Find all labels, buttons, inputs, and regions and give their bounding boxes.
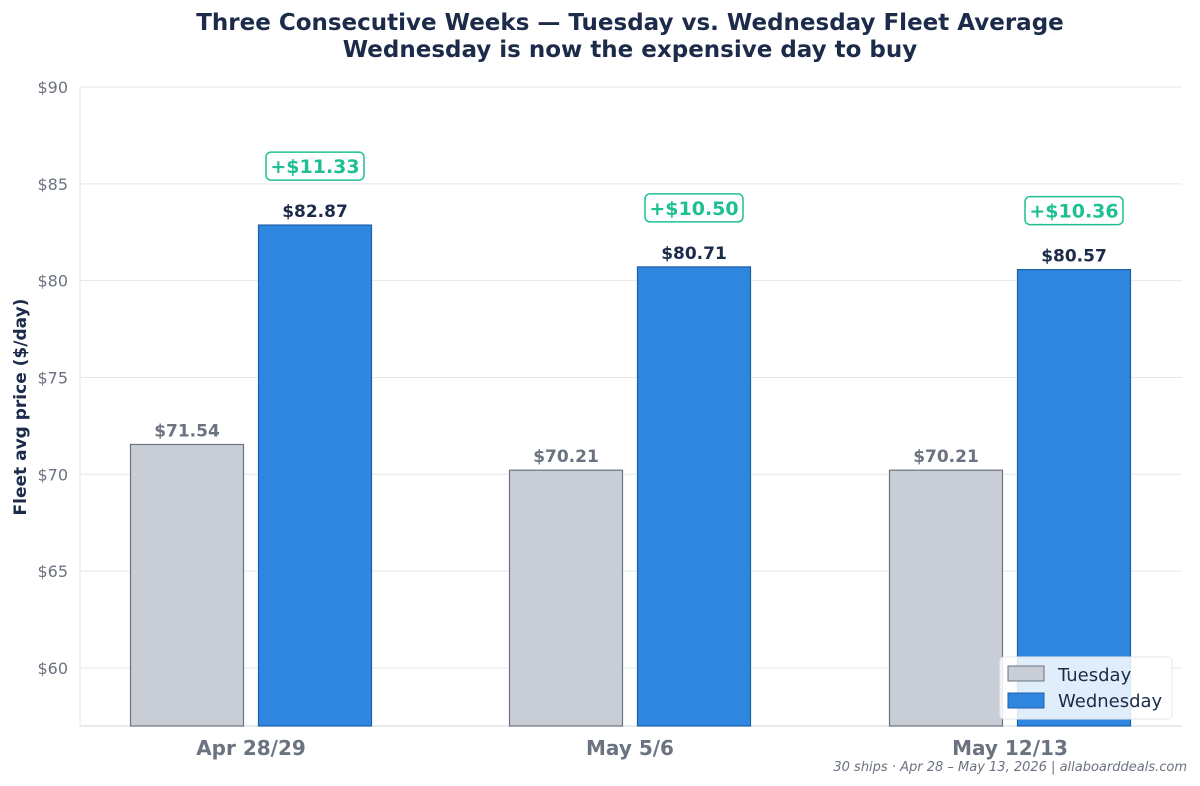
- legend-label-wednesday: Wednesday: [1058, 691, 1163, 712]
- x-tick-label: May 5/6: [586, 736, 674, 760]
- difference-badge: [265, 151, 365, 181]
- bar-wednesday: [257, 224, 373, 727]
- bar-tuesday: [888, 469, 1004, 727]
- axes: [79, 87, 1182, 727]
- y-tick-label: $90: [37, 78, 68, 97]
- legend-swatch-tuesday: [1007, 665, 1045, 682]
- bar-tuesday: [129, 443, 245, 727]
- bar-tuesday: [508, 469, 624, 727]
- difference-label: +$11.33: [270, 156, 359, 178]
- x-tick-label: May 12/13: [952, 736, 1068, 760]
- data-label-tuesday: $71.54: [154, 421, 220, 441]
- bars: $71.54 $82.87 +$11.33 $70.21 $80.71 +$10.50 $7…: [129, 151, 1132, 727]
- chart-subtitle: Wednesday is now the expensive day to bu…: [343, 37, 918, 63]
- data-label-tuesday: $70.21: [533, 447, 599, 467]
- legend-label-tuesday: Tuesday: [1057, 665, 1132, 686]
- difference-label: +$10.50: [649, 198, 738, 220]
- y-tick-label: $80: [37, 272, 68, 291]
- data-label-wednesday: $80.57: [1041, 247, 1107, 267]
- y-tick-label: $75: [37, 368, 68, 387]
- difference-badge: [644, 193, 744, 223]
- bar-wednesday: [1016, 268, 1132, 727]
- y-tick-label: $85: [37, 175, 68, 194]
- y-gridlines: [80, 86, 1182, 669]
- y-tick-labels: $60 $65 $70 $75 $80 $85 $90: [37, 78, 68, 678]
- y-tick-label: $70: [37, 465, 68, 484]
- difference-badge: [1024, 195, 1124, 226]
- y-tick-label: $60: [37, 659, 68, 678]
- legend: Tuesday Wednesday: [999, 656, 1173, 720]
- difference-label: +$10.36: [1029, 201, 1118, 223]
- x-tick-label: Apr 28/29: [196, 736, 306, 760]
- bar-wednesday: [636, 266, 752, 727]
- y-tick-label: $65: [37, 562, 68, 581]
- data-label-tuesday: $70.21: [913, 447, 979, 467]
- y-axis-label: Fleet avg price ($/day): [11, 299, 31, 516]
- data-label-wednesday: $82.87: [282, 202, 348, 222]
- chart-title: Three Consecutive Weeks — Tuesday vs. We…: [196, 10, 1064, 36]
- legend-swatch-wednesday: [1007, 692, 1045, 709]
- footnote: 30 ships · Apr 28 – May 13, 2026 | allab…: [833, 760, 1187, 775]
- data-label-wednesday: $80.71: [661, 244, 727, 264]
- x-tick-labels: Apr 28/29 May 5/6 May 12/13: [196, 736, 1068, 760]
